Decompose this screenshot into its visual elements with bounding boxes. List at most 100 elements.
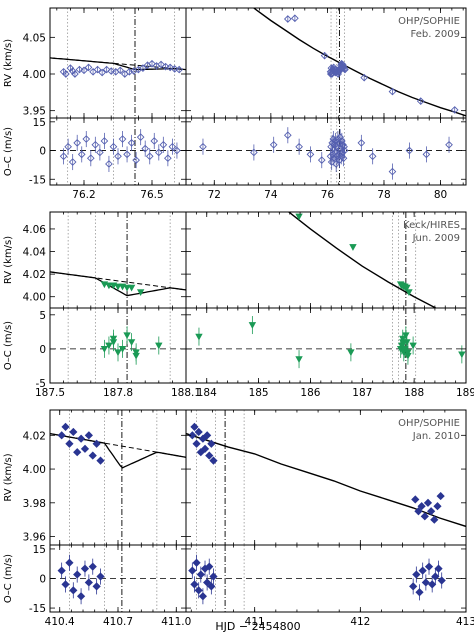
data-point (203, 578, 212, 587)
y-tick-label: 4.02 (23, 269, 46, 281)
data-point (205, 451, 214, 460)
data-point (433, 502, 442, 511)
x-tick-label: 411.0 (161, 616, 191, 628)
data-point (207, 582, 216, 591)
data-point (84, 578, 93, 587)
data-point (340, 142, 348, 151)
data-point (414, 507, 423, 516)
data-point (196, 570, 205, 579)
data-point (339, 140, 347, 149)
data-point (102, 65, 111, 74)
axes-frame (49, 409, 187, 546)
data-point (200, 444, 210, 453)
data-point (188, 566, 197, 575)
model-curve (252, 8, 466, 117)
data-point (192, 558, 201, 567)
data-point (427, 507, 436, 516)
data-point (192, 439, 201, 448)
model-curve (287, 212, 438, 308)
data-point (98, 68, 106, 77)
y-tick-label: 4.02 (23, 430, 46, 442)
data-point (306, 150, 315, 159)
data-point (84, 63, 93, 72)
data-point (194, 586, 203, 595)
data-point (339, 154, 348, 163)
data-point (68, 158, 77, 166)
plot-p2-left-rv (50, 212, 186, 308)
data-point (88, 562, 97, 571)
rv-axis-label: RV (km/s) (3, 453, 14, 501)
data-point (403, 339, 411, 346)
data-point (65, 558, 74, 567)
plot-p3-left-rv (50, 410, 186, 545)
data-point (409, 342, 417, 350)
x-tick-label: 76.5 (140, 189, 163, 201)
data-point (86, 154, 95, 163)
data-point (92, 582, 101, 591)
data-point (199, 142, 207, 151)
data-point (458, 351, 466, 359)
data-point (195, 333, 203, 341)
data-point (403, 284, 411, 292)
data-point (295, 356, 303, 363)
data-point (57, 566, 66, 575)
data-point (68, 67, 77, 75)
data-point (69, 586, 78, 595)
data-point (428, 580, 437, 589)
data-point (421, 578, 430, 587)
axes-frame (49, 211, 187, 309)
plot-p1-right-rv (252, 8, 466, 118)
y-tick-label: 4.00 (23, 464, 46, 476)
oc-axis-label: O–C (m/s) (3, 127, 14, 176)
data-point (71, 70, 79, 78)
data-point (136, 289, 145, 297)
data-point (405, 289, 413, 297)
data-point (154, 148, 163, 157)
data-point (80, 444, 90, 453)
data-point (399, 282, 407, 290)
plot-p1-left-oc (50, 118, 186, 185)
data-point (80, 66, 88, 75)
x-tick-label: 413 (456, 616, 474, 628)
data-point (347, 349, 355, 357)
data-point (109, 335, 118, 343)
rm-model-curve (50, 432, 186, 469)
data-point (114, 152, 122, 161)
data-point (423, 498, 433, 507)
plot-p1-right-oc (186, 118, 466, 185)
y-tick-label: 4.04 (23, 247, 47, 259)
data-point (283, 131, 292, 140)
data-point (123, 332, 131, 340)
data-point (73, 139, 82, 147)
data-point (96, 456, 105, 465)
data-point (418, 566, 427, 575)
y-tick-label: 4.05 (23, 32, 46, 44)
x-tick-label: 411 (245, 616, 265, 628)
data-point (105, 282, 113, 290)
data-point (209, 456, 218, 465)
data-point (335, 139, 343, 147)
data-point (424, 562, 434, 571)
data-point (76, 592, 86, 601)
data-point (417, 502, 426, 511)
data-point (430, 515, 439, 524)
x-axis-label: HJD − 2454800 (215, 620, 300, 633)
y-tick-label: 0 (39, 574, 46, 586)
data-point (248, 322, 257, 329)
data-point (164, 154, 172, 163)
x-tick-label: 187.8 (103, 387, 133, 399)
y-tick-label: 15 (33, 544, 46, 556)
y-tick-label: 3.96 (23, 532, 47, 544)
y-tick-label: 5 (39, 310, 46, 322)
data-point (96, 148, 104, 157)
data-point (105, 342, 113, 350)
data-point (445, 140, 453, 149)
data-point (357, 139, 366, 147)
data-point (416, 97, 425, 105)
rm-model-curve (50, 271, 186, 297)
data-point (127, 139, 136, 147)
y-tick-label: 0 (39, 146, 46, 158)
data-point (77, 150, 86, 159)
date-label: Feb. 2009 (410, 29, 460, 40)
oc-axis-label: O–C (m/s) (3, 554, 14, 603)
